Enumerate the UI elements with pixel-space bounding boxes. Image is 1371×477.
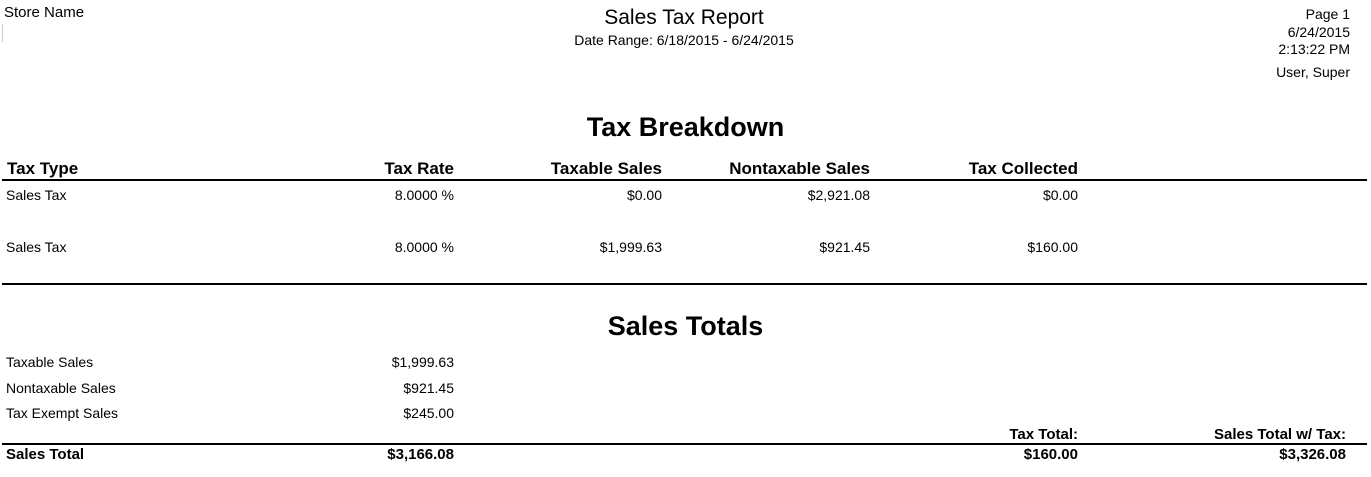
text-cursor-mark: [2, 24, 3, 42]
report-user: User, Super: [1276, 64, 1350, 80]
taxable-sales-value: $1,999.63: [391, 354, 454, 370]
tax-exempt-sales-value: $245.00: [403, 405, 454, 421]
column-header-nontaxable-sales: Nontaxable Sales: [729, 159, 870, 178]
sales-total-value: $3,166.08: [387, 446, 454, 463]
sales-total-with-tax-value: $3,326.08: [1279, 446, 1346, 463]
tax-total-label: Tax Total:: [1009, 426, 1078, 443]
store-name: Store Name: [4, 4, 85, 21]
totals-divider: [2, 443, 1367, 445]
cell-nontaxable-sales: $2,921.08: [807, 187, 870, 203]
cell-taxable-sales: $0.00: [626, 187, 662, 203]
cell-nontaxable-sales: $921.45: [819, 239, 870, 255]
header-divider: [2, 179, 1367, 181]
cell-tax-collected: $160.00: [1027, 239, 1078, 255]
column-header-tax-rate: Tax Rate: [384, 159, 454, 178]
report-date: 6/24/2015: [1287, 24, 1350, 40]
tax-breakdown-heading: Tax Breakdown: [586, 112, 785, 142]
cell-tax-rate: 8.0000 %: [394, 187, 454, 203]
sales-total-label: Sales Total: [6, 446, 85, 463]
column-header-tax-type: Tax Type: [7, 159, 79, 178]
cell-taxable-sales: $1,999.63: [599, 239, 662, 255]
tax-total-value: $160.00: [1023, 446, 1078, 463]
report-time: 2:13:22 PM: [1278, 41, 1350, 57]
sales-totals-heading: Sales Totals: [607, 311, 764, 341]
page-number: Page 1: [1305, 6, 1350, 22]
date-range: Date Range: 6/18/2015 - 6/24/2015: [574, 32, 794, 48]
taxable-sales-label: Taxable Sales: [6, 354, 94, 370]
report-title: Sales Tax Report: [604, 6, 764, 29]
nontaxable-sales-label: Nontaxable Sales: [6, 380, 116, 396]
tax-exempt-sales-label: Tax Exempt Sales: [6, 405, 119, 421]
cell-tax-rate: 8.0000 %: [394, 239, 454, 255]
cell-tax-type: Sales Tax: [6, 239, 67, 255]
column-header-tax-collected: Tax Collected: [968, 159, 1078, 178]
nontaxable-sales-value: $921.45: [403, 380, 454, 396]
sales-total-with-tax-label: Sales Total w/ Tax:: [1214, 426, 1346, 443]
cell-tax-type: Sales Tax: [6, 187, 67, 203]
section-divider: [2, 283, 1367, 285]
column-header-taxable-sales: Taxable Sales: [550, 159, 662, 178]
cell-tax-collected: $0.00: [1042, 187, 1078, 203]
